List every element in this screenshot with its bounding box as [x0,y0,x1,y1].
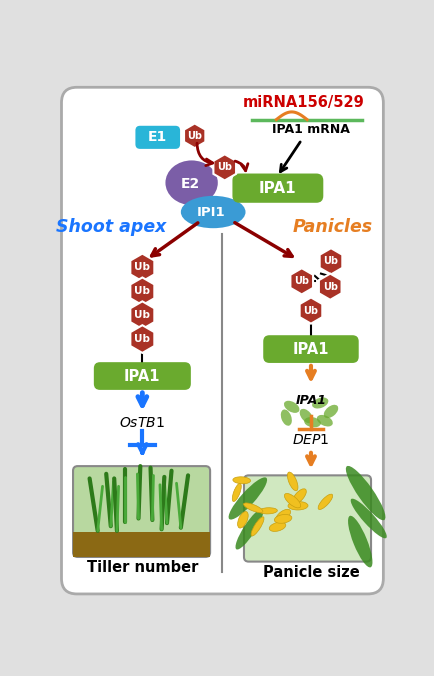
Ellipse shape [312,397,329,408]
Ellipse shape [281,410,292,426]
Ellipse shape [300,409,313,423]
Polygon shape [299,297,322,324]
FancyBboxPatch shape [244,475,371,562]
Ellipse shape [346,466,385,521]
Text: Ub: Ub [135,262,150,272]
Text: IPA1: IPA1 [124,368,161,383]
Ellipse shape [269,522,286,531]
Ellipse shape [284,493,301,508]
Ellipse shape [259,508,277,514]
Polygon shape [130,277,155,305]
Ellipse shape [317,415,333,427]
Ellipse shape [243,503,263,512]
Text: IPA1 mRNA: IPA1 mRNA [272,123,350,136]
Polygon shape [130,325,155,353]
Ellipse shape [288,502,308,510]
Text: Ub: Ub [187,130,202,141]
Ellipse shape [232,483,241,502]
Ellipse shape [351,499,387,538]
Text: Panicles: Panicles [293,218,373,237]
Ellipse shape [274,514,292,523]
Text: Panicle size: Panicle size [263,565,359,580]
Ellipse shape [287,472,298,491]
Text: E1: E1 [148,130,168,145]
Ellipse shape [181,196,246,228]
Polygon shape [130,301,155,329]
Ellipse shape [251,517,264,536]
Polygon shape [130,254,155,281]
Text: Shoot apex: Shoot apex [56,218,166,237]
FancyBboxPatch shape [135,126,180,149]
Text: Ub: Ub [135,334,150,344]
Text: Tiller number: Tiller number [87,560,198,575]
Ellipse shape [276,509,291,521]
FancyBboxPatch shape [263,335,359,363]
Text: $\it{OsTB1}$: $\it{OsTB1}$ [119,416,165,430]
Text: E2: E2 [181,176,200,191]
Ellipse shape [229,477,267,520]
Text: Ub: Ub [323,282,338,292]
Ellipse shape [304,417,321,427]
Ellipse shape [284,401,299,413]
Text: miRNA156/529: miRNA156/529 [243,95,364,110]
Ellipse shape [236,509,263,550]
Ellipse shape [165,160,218,205]
Ellipse shape [348,516,372,567]
FancyBboxPatch shape [233,174,323,203]
Text: IPA1: IPA1 [293,341,329,356]
Polygon shape [214,154,236,180]
Polygon shape [184,124,205,148]
Text: IPA1: IPA1 [296,394,326,407]
Polygon shape [290,268,313,295]
Text: Ub: Ub [217,162,232,172]
Text: Ub: Ub [303,306,319,316]
Ellipse shape [233,477,250,484]
Text: Ub: Ub [323,256,339,266]
Ellipse shape [324,405,338,418]
Ellipse shape [293,489,306,504]
Ellipse shape [318,494,333,510]
FancyBboxPatch shape [62,87,383,594]
Text: IPA1: IPA1 [259,180,297,195]
Ellipse shape [237,512,248,528]
FancyBboxPatch shape [73,531,210,557]
Text: Ub: Ub [135,310,150,320]
FancyBboxPatch shape [73,466,210,557]
Polygon shape [320,248,342,274]
Text: $\it{DEP1}$: $\it{DEP1}$ [292,433,330,447]
Polygon shape [319,274,342,299]
Text: IPI1: IPI1 [197,206,225,218]
FancyBboxPatch shape [94,362,191,390]
Text: Ub: Ub [294,276,309,287]
Text: Ub: Ub [135,287,150,296]
